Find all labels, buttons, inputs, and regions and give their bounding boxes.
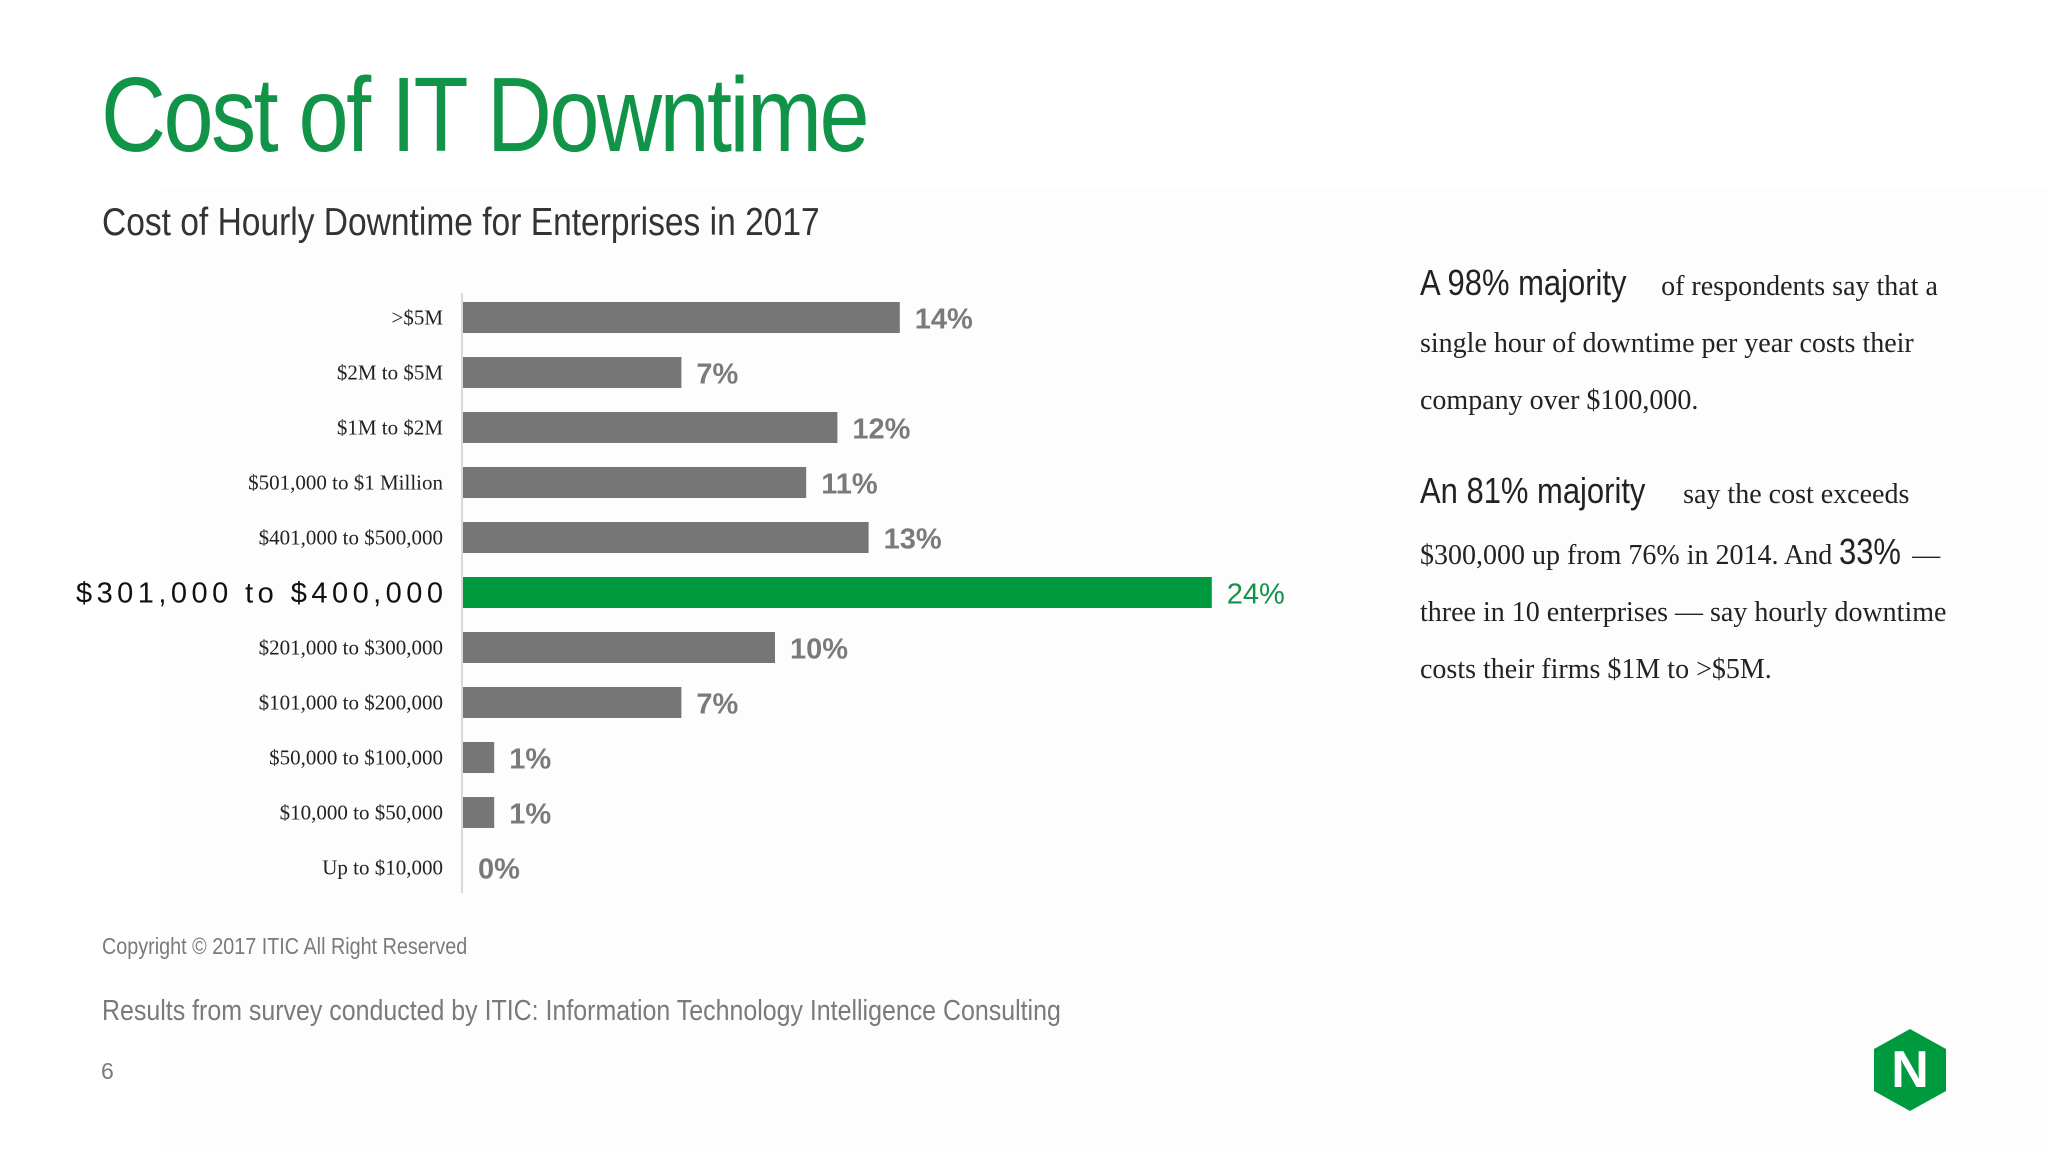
value-label: 0% — [478, 854, 520, 886]
callout-emphasis: 33% — [1839, 531, 1902, 572]
callout-text: — three in 10 enterprises — say hourly d… — [1420, 540, 1947, 685]
value-label: 24% — [1227, 579, 1285, 611]
bar — [463, 412, 838, 443]
category-label: $201,000 to $300,000 — [259, 636, 443, 660]
bar — [463, 687, 682, 718]
callout-81-percent: An 81% majority say the cost exceeds $30… — [1420, 462, 1980, 698]
callout-lead: A 98% majority — [1420, 262, 1627, 303]
value-label: 7% — [696, 689, 738, 721]
bar — [463, 797, 495, 828]
callout-text: of respondents say that a single hour of… — [1420, 271, 1938, 416]
value-label: 11% — [821, 469, 878, 501]
bars-layer: >$5M 14% $2M to $5M 7% $1M to $2M 12% $501,000… — [76, 302, 1285, 886]
value-label: 10% — [790, 634, 848, 666]
callout-lead: An 81% majority — [1420, 470, 1646, 511]
callout-98-percent: A 98% majority of respondents say that a… — [1420, 254, 1980, 429]
value-label: 14% — [915, 304, 973, 336]
category-label: Up to $10,000 — [322, 856, 443, 880]
category-label: $10,000 to $50,000 — [280, 801, 443, 825]
category-label: $2M to $5M — [337, 361, 444, 385]
callout-text: say the cost exceeds $300,000 up from 76… — [1420, 479, 1910, 571]
bar — [463, 357, 682, 388]
source-note: Results from survey conducted by ITIC: I… — [102, 995, 1061, 1027]
bar — [463, 467, 807, 498]
logo-letter: N — [1891, 1041, 1929, 1099]
nginx-logo-icon: N — [1874, 1029, 1946, 1111]
chart-subtitle: Cost of Hourly Downtime for Enterprises … — [102, 201, 820, 244]
category-label: $401,000 to $500,000 — [259, 526, 443, 550]
category-label: >$5M — [391, 306, 443, 330]
bar — [463, 742, 495, 773]
slide-title: Cost of IT Downtime — [101, 56, 870, 174]
bar — [463, 632, 775, 663]
value-label: 13% — [884, 524, 942, 556]
copyright-notice: Copyright © 2017 ITIC All Right Reserved — [102, 933, 468, 959]
slide-background — [160, 190, 2048, 1152]
page-number: 6 — [101, 1058, 114, 1084]
value-label: 7% — [696, 359, 738, 391]
bar — [463, 577, 1212, 608]
category-label: $501,000 to $1 Million — [248, 471, 443, 495]
value-label: 1% — [509, 744, 551, 776]
bar — [463, 522, 869, 553]
category-label: $1M to $2M — [337, 416, 444, 440]
category-label: $101,000 to $200,000 — [259, 691, 443, 715]
value-label: 1% — [509, 799, 551, 831]
value-label: 12% — [852, 414, 910, 446]
category-label: $301,000 to $400,000 — [76, 578, 443, 610]
category-label: $50,000 to $100,000 — [269, 746, 443, 770]
bar — [463, 302, 900, 333]
